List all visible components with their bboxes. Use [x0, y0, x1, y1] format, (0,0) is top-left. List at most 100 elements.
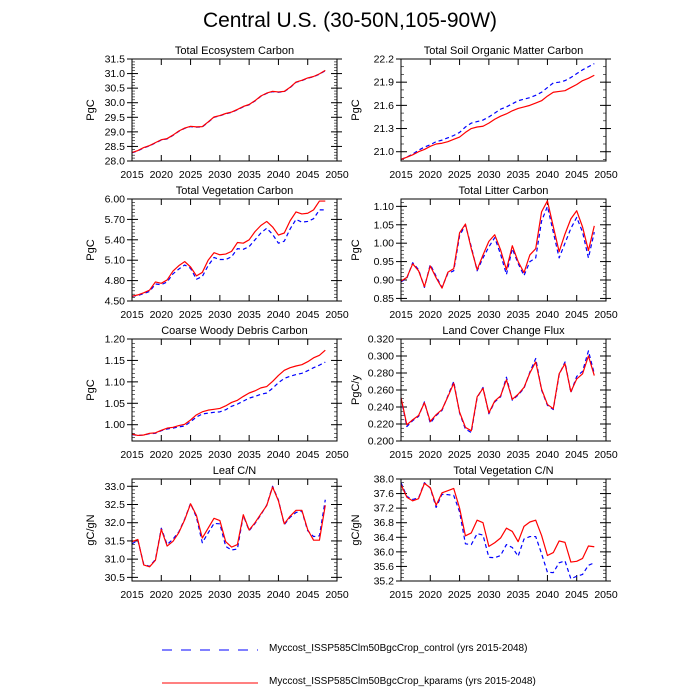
y-tick-label: 29.0	[105, 126, 126, 138]
panel-title: Total Vegetation Carbon	[176, 185, 293, 197]
y-tick-label: 6.00	[105, 194, 126, 206]
panel-title: Total Litter Carbon	[459, 185, 549, 197]
y-tick-label: 4.50	[105, 296, 126, 308]
y-tick-label: 36.0	[374, 546, 395, 558]
plot-frame	[400, 198, 607, 302]
x-tick-label: 2015	[120, 309, 144, 321]
x-tick-label: 2050	[594, 449, 618, 461]
panel-coarse-woody-debris-carbon: Coarse Woody Debris Carbon PgC 2015 2020 202…	[85, 325, 349, 461]
x-tick-label: 2025	[448, 169, 472, 181]
y-tick-label: 33.0	[105, 481, 126, 493]
y-tick-label: 21.0	[374, 146, 395, 158]
x-tick-label: 2015	[120, 169, 144, 181]
plot-frame	[131, 478, 338, 582]
x-tick-label: 2045	[296, 449, 320, 461]
x-tick-label: 2025	[448, 309, 472, 321]
x-tick-label: 2035	[237, 309, 261, 321]
y-axis-label: PgC	[85, 99, 97, 120]
x-tick-label: 2035	[237, 449, 261, 461]
x-tick-label: 2030	[477, 589, 501, 601]
x-tick-label: 2045	[565, 589, 589, 601]
panel-total-ecosystem-carbon: Total Ecosystem Carbon PgC 2015 2020 2025 203…	[85, 45, 349, 181]
y-tick-label: 4.80	[105, 275, 126, 287]
y-axis-label: gC/gN	[350, 514, 362, 545]
plot-frame	[400, 58, 607, 162]
y-tick-label: 0.85	[374, 293, 395, 305]
x-tick-label: 2035	[506, 449, 530, 461]
series-line-kparams	[400, 74, 595, 161]
y-tick-label: 21.3	[374, 123, 395, 135]
series-line-kparams	[400, 200, 595, 289]
series-line-kparams	[400, 355, 595, 432]
x-tick-label: 2040	[536, 169, 560, 181]
x-tick-label: 2020	[150, 589, 174, 601]
x-tick-label: 2030	[208, 589, 232, 601]
x-tick-label: 2040	[267, 309, 291, 321]
series-line-kparams	[131, 486, 326, 568]
x-tick-label: 2020	[419, 449, 443, 461]
panel-land-cover-change-flux: Land Cover Change Flux PgC/y 2015 2020 2025 2…	[350, 325, 618, 461]
legend-item-kparams: Myccost_ISSP585Clm50BgcCrop_kparams (yrs…	[0, 673, 700, 693]
y-tick-label: 1.10	[374, 201, 395, 213]
x-tick-label: 2025	[179, 309, 203, 321]
y-tick-label: 0.200	[368, 436, 394, 448]
x-tick-label: 2020	[419, 589, 443, 601]
y-tick-label: 0.90	[374, 275, 395, 287]
x-tick-label: 2020	[419, 169, 443, 181]
x-tick-label: 2015	[120, 449, 144, 461]
y-tick-label: 28.0	[105, 156, 126, 168]
plot-frame	[131, 198, 338, 302]
y-tick-label: 31.5	[105, 535, 126, 547]
y-tick-label: 36.4	[374, 532, 395, 544]
series-line-control	[131, 361, 326, 437]
x-tick-label: 2025	[179, 449, 203, 461]
y-tick-label: 31.5	[105, 54, 126, 66]
y-tick-label: 35.2	[374, 576, 395, 588]
y-tick-label: 31.0	[105, 554, 126, 566]
y-tick-label: 30.5	[105, 83, 126, 95]
y-tick-label: 0.240	[368, 402, 394, 414]
x-tick-label: 2035	[506, 589, 530, 601]
series-line-control	[400, 63, 595, 161]
x-tick-label: 2030	[208, 169, 232, 181]
y-axis-label: gC/gN	[85, 514, 97, 545]
panel-total-vegetation-c-n: Total Vegetation C/N gC/gN 2015 2020 2025 203…	[350, 465, 618, 601]
legend-line-control	[162, 649, 258, 651]
panel-title: Total Vegetation C/N	[453, 465, 553, 477]
plot-frame	[131, 338, 338, 442]
series-line-control	[400, 205, 595, 288]
y-axis-label: PgC	[85, 379, 97, 400]
x-tick-label: 2050	[594, 309, 618, 321]
y-tick-label: 37.6	[374, 488, 395, 500]
plot-frame	[400, 478, 607, 582]
y-axis-label: PgC	[350, 239, 362, 260]
y-tick-label: 21.9	[374, 77, 395, 89]
x-tick-label: 2050	[325, 169, 349, 181]
x-tick-label: 2045	[565, 169, 589, 181]
y-tick-label: 30.5	[105, 572, 126, 584]
x-tick-label: 2050	[325, 589, 349, 601]
y-tick-label: 29.5	[105, 112, 126, 124]
x-tick-label: 2040	[536, 589, 560, 601]
y-tick-label: 0.320	[368, 334, 394, 346]
x-tick-label: 2040	[536, 309, 560, 321]
x-tick-label: 2045	[296, 309, 320, 321]
panel-total-soil-organic-matter-carbon: Total Soil Organic Matter Carbon PgC 2015 2…	[350, 45, 618, 181]
x-tick-label: 2040	[267, 169, 291, 181]
x-tick-label: 2025	[448, 589, 472, 601]
panel-title: Total Soil Organic Matter Carbon	[424, 45, 584, 57]
panel-title: Land Cover Change Flux	[442, 325, 565, 337]
y-tick-label: 1.15	[105, 355, 126, 367]
series-line-kparams	[131, 69, 326, 154]
y-tick-label: 21.6	[374, 100, 395, 112]
x-tick-label: 2045	[565, 309, 589, 321]
y-tick-label: 30.0	[105, 97, 126, 109]
y-tick-label: 1.00	[374, 238, 395, 250]
x-tick-label: 2030	[477, 449, 501, 461]
y-tick-label: 5.40	[105, 234, 126, 246]
y-tick-label: 5.10	[105, 255, 126, 267]
series-line-control	[131, 485, 326, 568]
y-axis-label: PgC	[85, 239, 97, 260]
plot-frame	[131, 58, 338, 162]
x-tick-label: 2020	[150, 449, 174, 461]
